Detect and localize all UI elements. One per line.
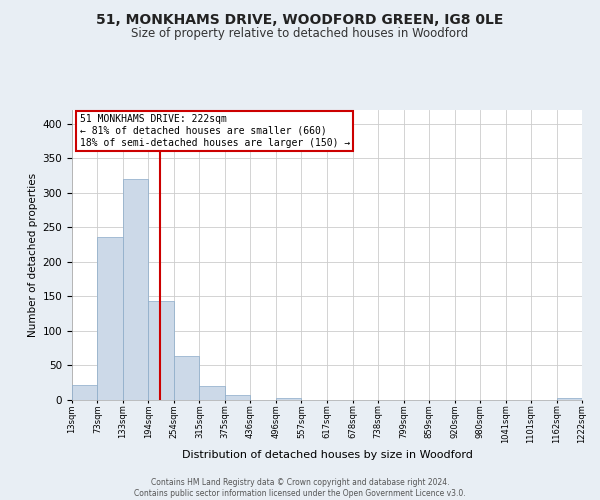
Bar <box>97 237 122 400</box>
Bar <box>122 179 148 400</box>
Text: 51, MONKHAMS DRIVE, WOODFORD GREEN, IG8 0LE: 51, MONKHAMS DRIVE, WOODFORD GREEN, IG8 … <box>97 12 503 26</box>
Bar <box>173 356 199 400</box>
Bar <box>72 385 97 400</box>
Bar <box>148 300 173 400</box>
Y-axis label: Number of detached properties: Number of detached properties <box>28 173 38 337</box>
Text: Size of property relative to detached houses in Woodford: Size of property relative to detached ho… <box>131 28 469 40</box>
Bar <box>276 398 301 400</box>
Text: Contains HM Land Registry data © Crown copyright and database right 2024.
Contai: Contains HM Land Registry data © Crown c… <box>134 478 466 498</box>
Bar <box>225 395 250 400</box>
Text: 51 MONKHAMS DRIVE: 222sqm
← 81% of detached houses are smaller (660)
18% of semi: 51 MONKHAMS DRIVE: 222sqm ← 81% of detac… <box>80 114 350 148</box>
Bar <box>557 398 582 400</box>
Bar <box>199 386 225 400</box>
X-axis label: Distribution of detached houses by size in Woodford: Distribution of detached houses by size … <box>182 450 472 460</box>
